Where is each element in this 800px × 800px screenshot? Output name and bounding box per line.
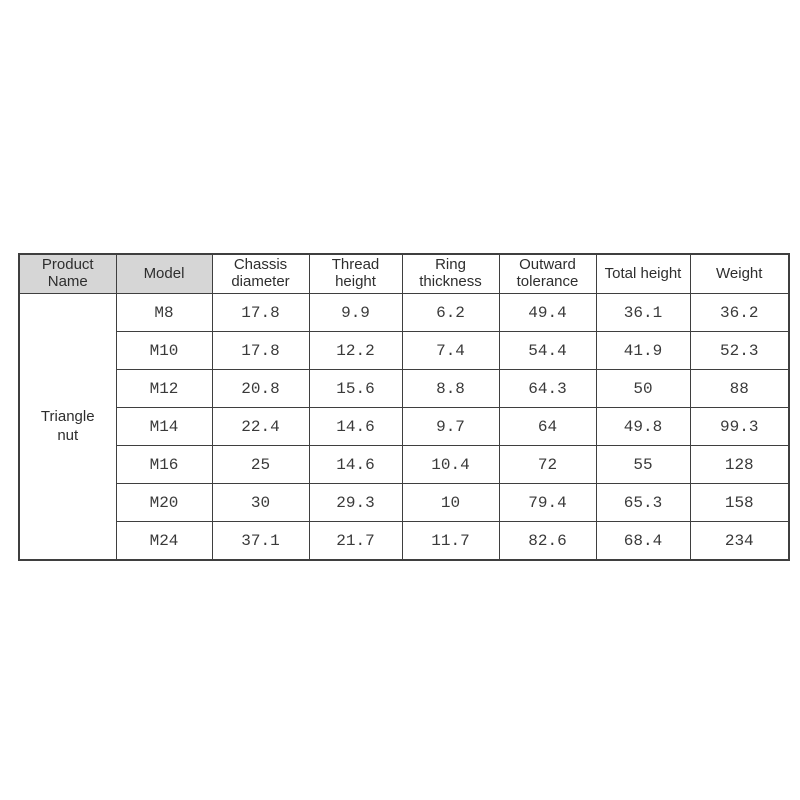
cell-model: M16 <box>115 445 213 484</box>
cell-ring-thickness: 7.4 <box>401 331 500 370</box>
cell-weight: 36.2 <box>689 293 790 332</box>
spec-table: Product Name Model Chassis diameter Thre… <box>18 253 790 561</box>
cell-total-height: 65.3 <box>595 483 691 522</box>
col-header-chassis-diameter: Chassis diameter <box>211 253 310 294</box>
product-name-label: Triangle nut <box>40 407 95 444</box>
cell-chassis-diameter: 25 <box>211 445 310 484</box>
cell-ring-thickness: 6.2 <box>401 293 500 332</box>
cell-thread-height: 12.2 <box>308 331 403 370</box>
table-row: M10 17.8 12.2 7.4 54.4 41.9 52.3 <box>19 331 790 370</box>
cell-total-height: 36.1 <box>595 293 691 332</box>
col-header-ring-thickness: Ring thickness <box>401 253 500 294</box>
col-header-outward-tolerance-label: Outward tolerance <box>516 256 579 290</box>
cell-chassis-diameter: 20.8 <box>211 369 310 408</box>
cell-thread-height: 9.9 <box>308 293 403 332</box>
cell-total-height: 49.8 <box>595 407 691 446</box>
cell-total-height: 68.4 <box>595 521 691 561</box>
cell-chassis-diameter: 17.8 <box>211 293 310 332</box>
col-header-product-name-label: Product Name <box>41 256 94 290</box>
table-row: M16 25 14.6 10.4 72 55 128 <box>19 445 790 484</box>
cell-chassis-diameter: 30 <box>211 483 310 522</box>
header-row: Product Name Model Chassis diameter Thre… <box>18 253 790 294</box>
col-header-ring-thickness-label: Ring thickness <box>419 256 482 290</box>
cell-thread-height: 14.6 <box>308 445 403 484</box>
cell-thread-height: 15.6 <box>308 369 403 408</box>
cell-model: M12 <box>115 369 213 408</box>
col-header-weight-label: Weight <box>716 264 763 282</box>
cell-chassis-diameter: 17.8 <box>211 331 310 370</box>
cell-ring-thickness: 11.7 <box>401 521 500 561</box>
cell-outward-tolerance: 72 <box>498 445 597 484</box>
cell-ring-thickness: 10 <box>401 483 500 522</box>
cell-weight: 52.3 <box>689 331 790 370</box>
cell-thread-height: 21.7 <box>308 521 403 561</box>
cell-weight: 158 <box>689 483 790 522</box>
cell-model: M20 <box>115 483 213 522</box>
col-header-total-height-label: Total height <box>604 264 682 282</box>
cell-ring-thickness: 8.8 <box>401 369 500 408</box>
cell-outward-tolerance: 82.6 <box>498 521 597 561</box>
product-name-cell: Triangle nut <box>18 293 117 561</box>
table-row: M20 30 29.3 10 79.4 65.3 158 <box>19 483 790 522</box>
cell-ring-thickness: 9.7 <box>401 407 500 446</box>
cell-model: M24 <box>115 521 213 561</box>
col-header-thread-height: Thread height <box>308 253 403 294</box>
cell-outward-tolerance: 54.4 <box>498 331 597 370</box>
cell-model: M14 <box>115 407 213 446</box>
col-header-total-height: Total height <box>595 253 691 294</box>
col-header-model-label: Model <box>143 264 185 282</box>
table-row: M12 20.8 15.6 8.8 64.3 50 88 <box>19 369 790 408</box>
cell-outward-tolerance: 79.4 <box>498 483 597 522</box>
cell-thread-height: 29.3 <box>308 483 403 522</box>
cell-weight: 99.3 <box>689 407 790 446</box>
col-header-weight: Weight <box>689 253 790 294</box>
cell-weight: 88 <box>689 369 790 408</box>
col-header-chassis-diameter-label: Chassis diameter <box>231 256 290 290</box>
cell-total-height: 41.9 <box>595 331 691 370</box>
table-row: M14 22.4 14.6 9.7 64 49.8 99.3 <box>19 407 790 446</box>
col-header-product-name: Product Name <box>18 253 117 294</box>
cell-total-height: 55 <box>595 445 691 484</box>
cell-ring-thickness: 10.4 <box>401 445 500 484</box>
col-header-model: Model <box>115 253 213 294</box>
cell-outward-tolerance: 49.4 <box>498 293 597 332</box>
cell-outward-tolerance: 64.3 <box>498 369 597 408</box>
cell-thread-height: 14.6 <box>308 407 403 446</box>
spec-table-container: Product Name Model Chassis diameter Thre… <box>18 253 790 561</box>
cell-weight: 128 <box>689 445 790 484</box>
cell-chassis-diameter: 37.1 <box>211 521 310 561</box>
col-header-outward-tolerance: Outward tolerance <box>498 253 597 294</box>
cell-weight: 234 <box>689 521 790 561</box>
col-header-thread-height-label: Thread height <box>331 256 380 290</box>
cell-model: M8 <box>115 293 213 332</box>
cell-total-height: 50 <box>595 369 691 408</box>
table-row: Triangle nut M8 17.8 9.9 6.2 49.4 36.1 3… <box>18 293 790 561</box>
cell-model: M10 <box>115 331 213 370</box>
cell-chassis-diameter: 22.4 <box>211 407 310 446</box>
cell-outward-tolerance: 64 <box>498 407 597 446</box>
table-row: M24 37.1 21.7 11.7 82.6 68.4 234 <box>19 521 790 561</box>
